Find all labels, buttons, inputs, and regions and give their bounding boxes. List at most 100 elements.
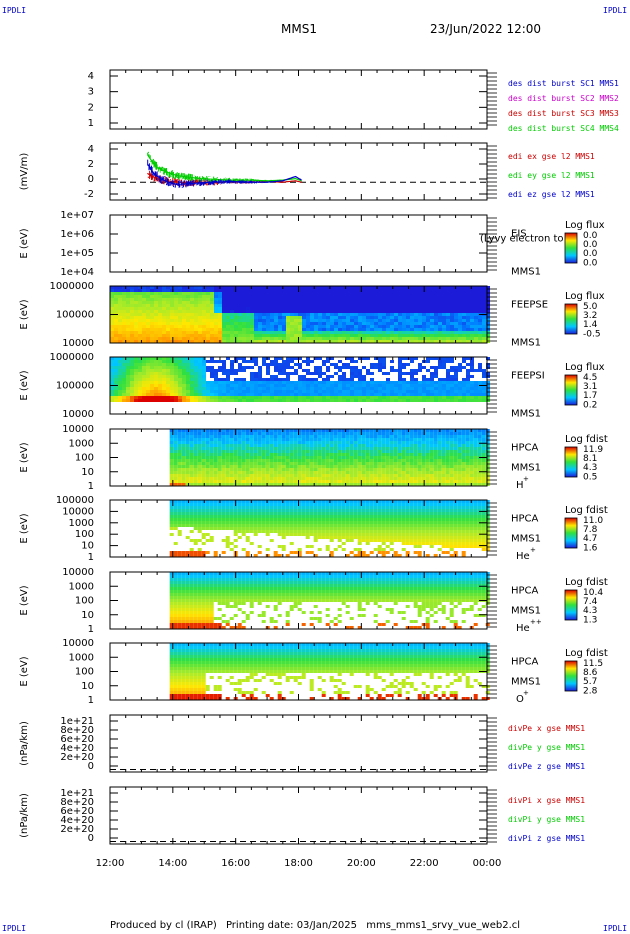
heatmap-cell-feeps-e (366, 307, 370, 310)
heatmap-cell-hpca-h (301, 480, 306, 483)
heatmap-cell-feeps-e (182, 304, 186, 307)
heatmap-cell-hpca-h (333, 435, 338, 438)
heatmap-cell-feeps-e (122, 304, 126, 307)
heatmap-cell-feeps-e (254, 292, 258, 295)
heatmap-cell-feeps-e (306, 304, 310, 307)
heatmap-cell-feeps-e (158, 340, 162, 343)
heatmap-cell-feeps-e (426, 340, 430, 343)
heatmap-cell-feeps-i (370, 384, 374, 387)
heatmap-cell-feeps-i (226, 387, 230, 390)
heatmap-cell-hpca-h (181, 459, 186, 462)
heatmap-cell-feeps-e (234, 325, 238, 328)
heatmap-cell-feeps-i (286, 381, 290, 384)
heatmap-cell-feeps-e (390, 334, 394, 337)
heatmap-cell-hpca-h (209, 465, 214, 468)
heatmap-cell-hpca-h (221, 462, 226, 465)
heatmap-cell-feeps-e (230, 328, 234, 331)
heatmap-cell-feeps-i (402, 396, 406, 399)
heatmap-cell-feeps-e (122, 289, 126, 292)
heatmap-cell-feeps-e (326, 292, 330, 295)
heatmap-cell-feeps-e (366, 331, 370, 334)
heatmap-cell-feeps-e (374, 313, 378, 316)
heatmap-cell-feeps-e (142, 292, 146, 295)
heatmap-cell-feeps-i (470, 396, 474, 399)
heatmap-cell-hpca-h (181, 447, 186, 450)
heatmap-cell-feeps-e (366, 334, 370, 337)
heatmap-cell-hpca-h (269, 468, 274, 471)
heatmap-cell-feeps-i (438, 384, 442, 387)
heatmap-cell-feeps-e (114, 322, 118, 325)
heatmap-cell-feeps-i (230, 387, 234, 390)
heatmap-cell-feeps-i (406, 363, 410, 366)
heatmap-cell-hpca-h (281, 483, 286, 486)
heatmap-cell-feeps-e (370, 298, 374, 301)
heatmap-cell-feeps-i (182, 399, 186, 402)
heatmap-cell-feeps-e (418, 328, 422, 331)
heatmap-cell-feeps-e (214, 340, 218, 343)
heatmap-cell-feeps-e (178, 334, 182, 337)
heatmap-cell-feeps-e (222, 295, 226, 298)
heatmap-cell-feeps-e (118, 301, 122, 304)
heatmap-cell-hpca-h (193, 483, 198, 486)
heatmap-cell-feeps-i (474, 381, 478, 384)
heatmap-cell-feeps-e (438, 337, 442, 340)
heatmap-cell-feeps-i (118, 396, 122, 399)
heatmap-cell-feeps-e (290, 304, 294, 307)
heatmap-cell-feeps-e (338, 313, 342, 316)
heatmap-cell-feeps-e (242, 319, 246, 322)
heatmap-cell-feeps-i (254, 357, 258, 360)
heatmap-cell-hpca-h (197, 432, 202, 435)
heatmap-cell-hpca-h (241, 435, 246, 438)
heatmap-cell-feeps-e (226, 340, 230, 343)
heatmap-cell-feeps-e (426, 295, 430, 298)
heatmap-cell-feeps-i (146, 372, 150, 375)
heatmap-cell-feeps-e (470, 337, 474, 340)
heatmap-cell-hpca-h (209, 435, 214, 438)
heatmap-cell-feeps-i (258, 375, 262, 378)
heatmap-cell-hpca-h (301, 450, 306, 453)
heatmap-cell-feeps-e (110, 337, 114, 340)
heatmap-cell-feeps-e (198, 328, 202, 331)
heatmap-cell-hpca-h (213, 444, 218, 447)
heatmap-cell-feeps-i (158, 357, 162, 360)
y-axis-label-feeps-e: E (eV) (19, 299, 30, 329)
heatmap-cell-hpca-h (257, 477, 262, 480)
heatmap-cell-feeps-e (150, 334, 154, 337)
heatmap-cell-feeps-e (166, 304, 170, 307)
heatmap-cell-feeps-e (162, 331, 166, 334)
heatmap-cell-feeps-i (482, 387, 486, 390)
heatmap-cell-feeps-e (306, 316, 310, 319)
heatmap-cell-feeps-i (182, 378, 186, 381)
heatmap-cell-hpca-h (225, 474, 230, 477)
heatmap-cell-hpca-h (237, 429, 242, 432)
heatmap-cell-feeps-e (274, 340, 278, 343)
heatmap-cell-hpca-h (341, 435, 346, 438)
heatmap-cell-hpca-h (313, 444, 318, 447)
heatmap-cell-feeps-e (386, 322, 390, 325)
heatmap-cell-hpca-h (273, 477, 278, 480)
heatmap-cell-feeps-i (386, 396, 390, 399)
heatmap-cell-hpca-h (213, 459, 218, 462)
heatmap-cell-feeps-i (234, 372, 238, 375)
heatmap-cell-feeps-e (370, 331, 374, 334)
heatmap-cell-feeps-e (454, 322, 458, 325)
heatmap-cell-feeps-i (470, 360, 474, 363)
heatmap-cell-feeps-i (310, 393, 314, 396)
heatmap-cell-feeps-e (458, 286, 462, 289)
heatmap-cell-feeps-e (242, 289, 246, 292)
heatmap-cell-hpca-h (305, 432, 310, 435)
heatmap-cell-feeps-e (154, 328, 158, 331)
heatmap-cell-hpca-h (213, 471, 218, 474)
heatmap-cell-feeps-i (294, 381, 298, 384)
heatmap-cell-feeps-i (418, 369, 422, 372)
heatmap-cell-feeps-i (210, 366, 214, 369)
heatmap-cell-feeps-i (454, 384, 458, 387)
heatmap-cell-feeps-i (306, 363, 310, 366)
heatmap-cell-feeps-e (138, 316, 142, 319)
heatmap-cell-feeps-i (210, 357, 214, 360)
heatmap-cell-feeps-e (326, 331, 330, 334)
heatmap-cell-feeps-e (122, 319, 126, 322)
heatmap-cell-feeps-e (342, 289, 346, 292)
heatmap-cell-feeps-i (442, 363, 446, 366)
